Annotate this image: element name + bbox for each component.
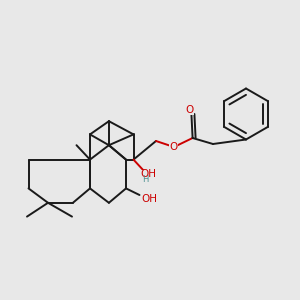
Text: O: O [186, 105, 194, 116]
Bar [141, 195, 157, 204]
Bar [169, 143, 178, 151]
Bar [141, 170, 156, 178]
Text: O: O [170, 142, 178, 152]
Text: OH: OH [141, 194, 157, 205]
Text: H: H [142, 175, 149, 184]
Bar [143, 176, 148, 182]
Bar [185, 107, 194, 115]
Text: OH: OH [140, 169, 157, 179]
